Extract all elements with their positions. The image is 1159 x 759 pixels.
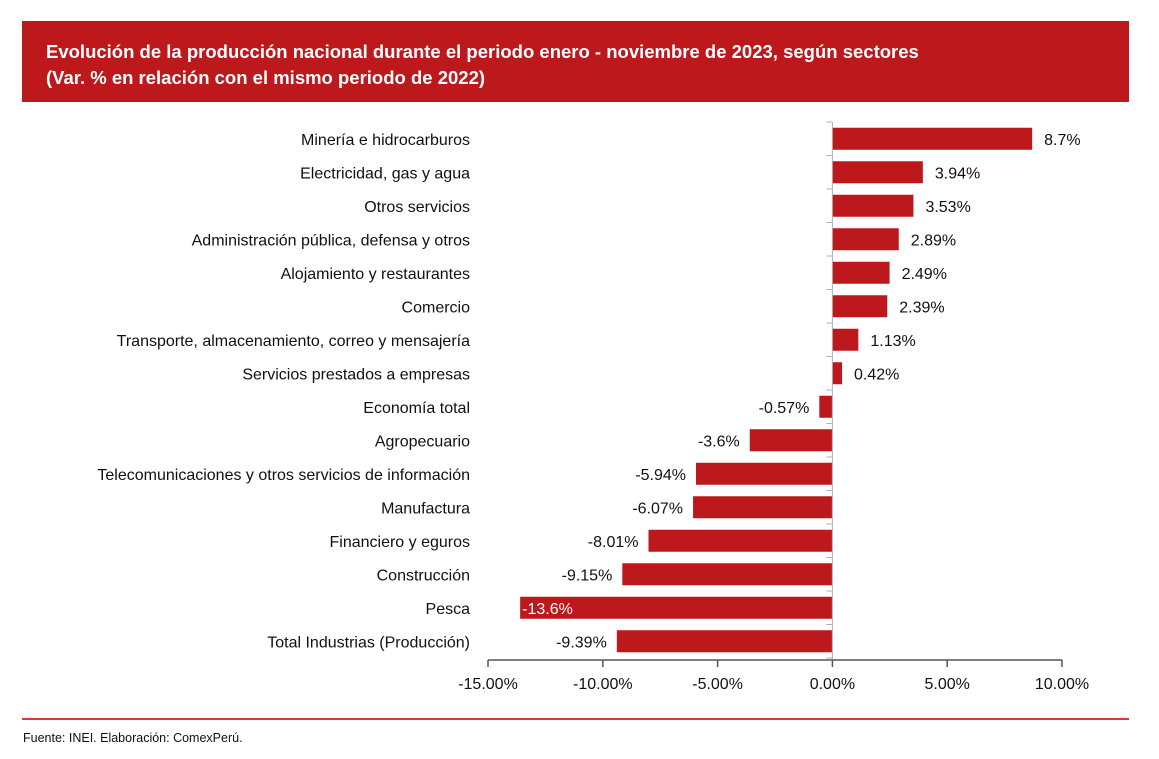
bar (832, 261, 890, 284)
data-label: 3.94% (935, 165, 980, 182)
data-label: 8.7% (1044, 132, 1080, 149)
footer-divider (22, 718, 1129, 720)
bar (832, 328, 859, 351)
category-label: Administración pública, defensa y otros (192, 232, 470, 249)
category-label: Financiero y eguros (329, 534, 470, 551)
value-labels: 8.7% 3.94% 3.53% 2.89% 2.49% 2.39% 1.13% 0.42% -… (522, 132, 1080, 652)
data-label: -5.94% (635, 467, 686, 484)
chart-header: Evolución de la producción nacional dura… (22, 21, 1129, 102)
category-label: Pesca (426, 601, 471, 618)
category-label: Economía total (363, 400, 470, 417)
bar (832, 295, 888, 318)
category-label: Servicios prestados a empresas (242, 366, 470, 383)
bar (693, 496, 833, 519)
data-label: 2.49% (902, 266, 947, 283)
data-label: -13.6% (522, 601, 573, 618)
category-labels: Minería e hidrocarburos Electricidad, gas… (97, 132, 470, 652)
zero-axis (826, 121, 833, 660)
category-label: Total Industrias (Producción) (267, 634, 470, 651)
data-label: -6.07% (632, 500, 683, 517)
x-axis: -15.00% -10.00% -5.00% 0.00% 5.00% 10.00% (458, 659, 1089, 693)
bar (832, 362, 843, 385)
category-label: Minería e hidrocarburos (301, 132, 470, 149)
bar (648, 529, 833, 552)
data-label: 0.42% (854, 366, 899, 383)
bar (749, 429, 833, 452)
category-label: Telecomunicaciones y otros servicios de … (97, 467, 470, 484)
category-label: Otros servicios (364, 199, 470, 216)
bar (832, 127, 1033, 150)
chart-title: Evolución de la producción nacional dura… (46, 41, 919, 62)
bar (696, 462, 833, 485)
data-label: -9.15% (562, 567, 613, 584)
data-label: -9.39% (556, 634, 607, 651)
category-label: Manufactura (381, 500, 470, 517)
x-tick-label: -15.00% (458, 676, 518, 693)
data-label: -3.6% (698, 433, 740, 450)
bar (622, 563, 833, 586)
x-tick-label: 5.00% (925, 676, 970, 693)
category-label: Alojamiento y restaurantes (281, 266, 470, 283)
bar (616, 630, 833, 653)
x-tick-label: -10.00% (573, 676, 633, 693)
data-label: 2.39% (899, 299, 944, 316)
bar (832, 228, 899, 251)
category-label: Comercio (402, 299, 471, 316)
x-tick-label: 10.00% (1035, 676, 1089, 693)
data-label: -8.01% (588, 534, 639, 551)
category-label: Construcción (377, 567, 470, 584)
data-label: -0.57% (759, 400, 810, 417)
data-label: 1.13% (870, 333, 915, 350)
category-label: Electricidad, gas y agua (300, 165, 470, 182)
bar (520, 596, 833, 619)
bar (832, 194, 914, 217)
source-note: Fuente: INEI. Elaboración: ComexPerú. (23, 731, 243, 745)
x-tick-label: 0.00% (810, 676, 855, 693)
bar (832, 161, 923, 184)
data-label: 3.53% (925, 199, 970, 216)
category-label: Agropecuario (375, 433, 470, 450)
category-label: Transporte, almacenamiento, correo y men… (117, 333, 470, 350)
bars-group (520, 127, 1033, 653)
chart-subtitle: (Var. % en relación con el mismo periodo… (46, 67, 486, 88)
x-tick-label: -5.00% (692, 676, 743, 693)
bar (819, 395, 833, 418)
data-label: 2.89% (911, 232, 956, 249)
